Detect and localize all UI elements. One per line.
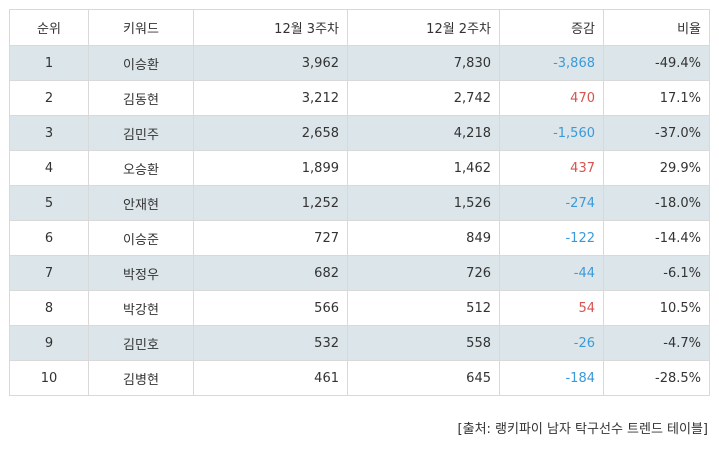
week3-cell: 682 bbox=[193, 255, 348, 291]
table-row: 9 김민호 532 558 -26 -4.7% bbox=[9, 325, 710, 361]
week3-cell: 1,899 bbox=[193, 150, 348, 186]
keyword-cell: 박강현 bbox=[88, 290, 194, 326]
diff-cell: -184 bbox=[499, 360, 604, 396]
week3-cell: 3,962 bbox=[193, 45, 348, 81]
week3-cell: 727 bbox=[193, 220, 348, 256]
ratio-cell: 29.9% bbox=[603, 150, 710, 186]
table-header: 순위 키워드 12월 3주차 12월 2주차 증감 비율 bbox=[9, 9, 710, 46]
week3-cell: 2,658 bbox=[193, 115, 348, 151]
ratio-cell: 17.1% bbox=[603, 80, 710, 116]
week2-cell: 7,830 bbox=[347, 45, 500, 81]
week3-cell: 532 bbox=[193, 325, 348, 361]
ratio-cell: -49.4% bbox=[603, 45, 710, 81]
week2-cell: 645 bbox=[347, 360, 500, 396]
ratio-cell: 10.5% bbox=[603, 290, 710, 326]
week3-cell: 3,212 bbox=[193, 80, 348, 116]
week2-cell: 849 bbox=[347, 220, 500, 256]
rank-cell: 3 bbox=[9, 115, 89, 151]
week2-cell: 726 bbox=[347, 255, 500, 291]
week2-cell: 512 bbox=[347, 290, 500, 326]
week2-cell: 2,742 bbox=[347, 80, 500, 116]
diff-cell: -122 bbox=[499, 220, 604, 256]
keyword-cell: 안재현 bbox=[88, 185, 194, 221]
diff-cell: -274 bbox=[499, 185, 604, 221]
source-caption: [출처: 랭키파이 남자 탁구선수 트렌드 테이블] bbox=[457, 422, 708, 437]
keyword-cell: 김민호 bbox=[88, 325, 194, 361]
table-row: 8 박강현 566 512 54 10.5% bbox=[9, 290, 710, 326]
table-body: 1 이승환 3,962 7,830 -3,868 -49.4% 2 김동현 3,… bbox=[9, 45, 710, 396]
header-rank: 순위 bbox=[9, 9, 89, 46]
ratio-cell: -37.0% bbox=[603, 115, 710, 151]
week2-cell: 1,462 bbox=[347, 150, 500, 186]
table-row: 10 김병현 461 645 -184 -28.5% bbox=[9, 360, 710, 396]
diff-cell: -3,868 bbox=[499, 45, 604, 81]
table-row: 3 김민주 2,658 4,218 -1,560 -37.0% bbox=[9, 115, 710, 151]
header-keyword: 키워드 bbox=[88, 9, 194, 46]
table-row: 2 김동현 3,212 2,742 470 17.1% bbox=[9, 80, 710, 116]
week3-cell: 461 bbox=[193, 360, 348, 396]
diff-cell: 54 bbox=[499, 290, 604, 326]
ratio-cell: -6.1% bbox=[603, 255, 710, 291]
diff-cell: -26 bbox=[499, 325, 604, 361]
table-row: 7 박정우 682 726 -44 -6.1% bbox=[9, 255, 710, 291]
ratio-cell: -18.0% bbox=[603, 185, 710, 221]
diff-cell: -1,560 bbox=[499, 115, 604, 151]
ranking-table-container: 순위 키워드 12월 3주차 12월 2주차 증감 비율 1 이승환 3,962… bbox=[9, 9, 710, 396]
rank-cell: 9 bbox=[9, 325, 89, 361]
keyword-cell: 김병현 bbox=[88, 360, 194, 396]
rank-cell: 7 bbox=[9, 255, 89, 291]
header-row: 순위 키워드 12월 3주차 12월 2주차 증감 비율 bbox=[9, 9, 710, 46]
rank-cell: 10 bbox=[9, 360, 89, 396]
rank-cell: 1 bbox=[9, 45, 89, 81]
table-row: 4 오승환 1,899 1,462 437 29.9% bbox=[9, 150, 710, 186]
rank-cell: 8 bbox=[9, 290, 89, 326]
ranking-table: 순위 키워드 12월 3주차 12월 2주차 증감 비율 1 이승환 3,962… bbox=[9, 9, 710, 396]
keyword-cell: 오승환 bbox=[88, 150, 194, 186]
rank-cell: 4 bbox=[9, 150, 89, 186]
diff-cell: -44 bbox=[499, 255, 604, 291]
week2-cell: 558 bbox=[347, 325, 500, 361]
ratio-cell: -14.4% bbox=[603, 220, 710, 256]
rank-cell: 5 bbox=[9, 185, 89, 221]
week3-cell: 566 bbox=[193, 290, 348, 326]
keyword-cell: 이승환 bbox=[88, 45, 194, 81]
keyword-cell: 박정우 bbox=[88, 255, 194, 291]
header-week2: 12월 2주차 bbox=[347, 9, 500, 46]
ratio-cell: -4.7% bbox=[603, 325, 710, 361]
week2-cell: 1,526 bbox=[347, 185, 500, 221]
table-row: 5 안재현 1,252 1,526 -274 -18.0% bbox=[9, 185, 710, 221]
keyword-cell: 김동현 bbox=[88, 80, 194, 116]
ratio-cell: -28.5% bbox=[603, 360, 710, 396]
keyword-cell: 김민주 bbox=[88, 115, 194, 151]
diff-cell: 470 bbox=[499, 80, 604, 116]
rank-cell: 6 bbox=[9, 220, 89, 256]
rank-cell: 2 bbox=[9, 80, 89, 116]
header-week3: 12월 3주차 bbox=[193, 9, 348, 46]
diff-cell: 437 bbox=[499, 150, 604, 186]
header-ratio: 비율 bbox=[603, 9, 710, 46]
table-row: 6 이승준 727 849 -122 -14.4% bbox=[9, 220, 710, 256]
keyword-cell: 이승준 bbox=[88, 220, 194, 256]
table-row: 1 이승환 3,962 7,830 -3,868 -49.4% bbox=[9, 45, 710, 81]
header-diff: 증감 bbox=[499, 9, 604, 46]
week2-cell: 4,218 bbox=[347, 115, 500, 151]
week3-cell: 1,252 bbox=[193, 185, 348, 221]
